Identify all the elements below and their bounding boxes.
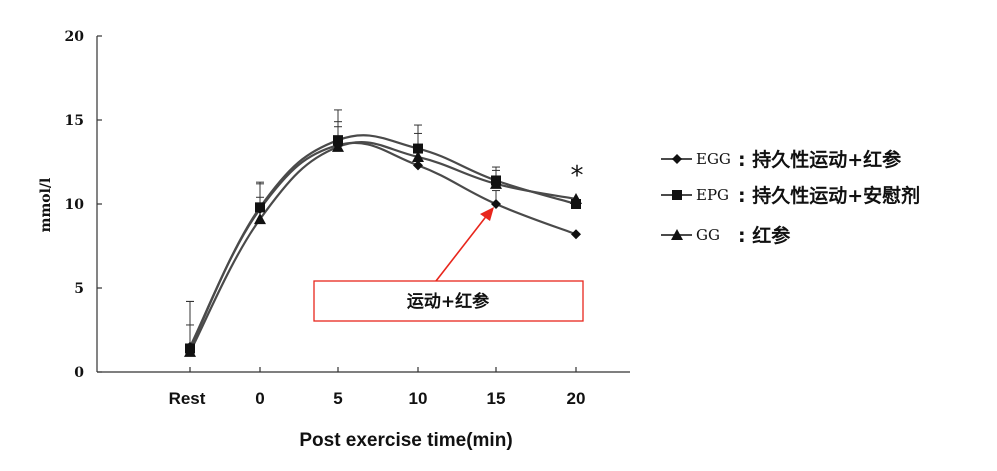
y-tick-label: 15	[65, 113, 84, 129]
data-point-epg	[255, 202, 265, 213]
y-tick-label: 5	[74, 281, 84, 297]
y-axis-label: mmol/l	[38, 178, 54, 233]
legend-description: : 红参	[738, 224, 790, 247]
x-axis-label: Post exercise time(min)	[299, 430, 512, 451]
annotation: 运动+红参	[313, 207, 584, 322]
x-tick-label: 20	[567, 389, 586, 408]
legend-item-epg: EPG : 持久性运动+安慰剂	[661, 184, 920, 207]
data-point-egg	[571, 229, 581, 240]
data-point-epg	[333, 135, 343, 146]
x-tick-label: 10	[409, 389, 428, 408]
y-tick-label: 10	[65, 197, 85, 213]
error-bars	[186, 109, 500, 352]
legend-marker	[672, 154, 682, 164]
data-point-epg	[571, 199, 581, 209]
data-point-gg	[570, 192, 582, 204]
legend-description: : 持久性运动+安慰剂	[738, 184, 920, 207]
legend: EGG : 持久性运动+红参 EPG : 持久性运动+安慰剂 GG : 红参	[661, 148, 920, 247]
y-tick-label: 0	[74, 365, 84, 381]
data-point-epg	[413, 143, 423, 154]
annotation-text: 运动+红参	[407, 291, 489, 312]
data-point-gg	[412, 150, 424, 162]
chart-axes: 0 5 10 15 20 Rest 0 5 10 15 20	[65, 29, 630, 408]
significance-star: *	[571, 161, 584, 191]
legend-item-egg: EGG : 持久性运动+红参	[661, 148, 901, 171]
legend-item-gg: GG : 红参	[661, 224, 790, 247]
data-point-egg	[491, 199, 501, 209]
x-tick-label: Rest	[169, 389, 206, 408]
data-point-egg	[413, 160, 423, 171]
data-point-gg	[184, 345, 196, 357]
legend-code: EGG	[696, 150, 731, 168]
legend-code: EPG	[696, 186, 729, 204]
legend-marker	[672, 190, 682, 200]
annotation-arrowhead	[480, 207, 494, 221]
x-tick-label: 15	[487, 389, 506, 408]
x-tick-label: 0	[255, 389, 264, 408]
legend-code: GG	[696, 226, 720, 244]
y-tick-label: 20	[65, 29, 85, 45]
x-tick-label: 5	[333, 389, 342, 408]
data-point-gg	[332, 140, 344, 152]
data-point-gg	[254, 213, 266, 225]
legend-description: : 持久性运动+红参	[738, 148, 901, 171]
legend-marker	[671, 229, 683, 240]
annotation-box	[313, 280, 584, 322]
series-markers	[184, 135, 582, 357]
annotation-arrow	[435, 213, 489, 282]
data-point-gg	[490, 177, 502, 189]
